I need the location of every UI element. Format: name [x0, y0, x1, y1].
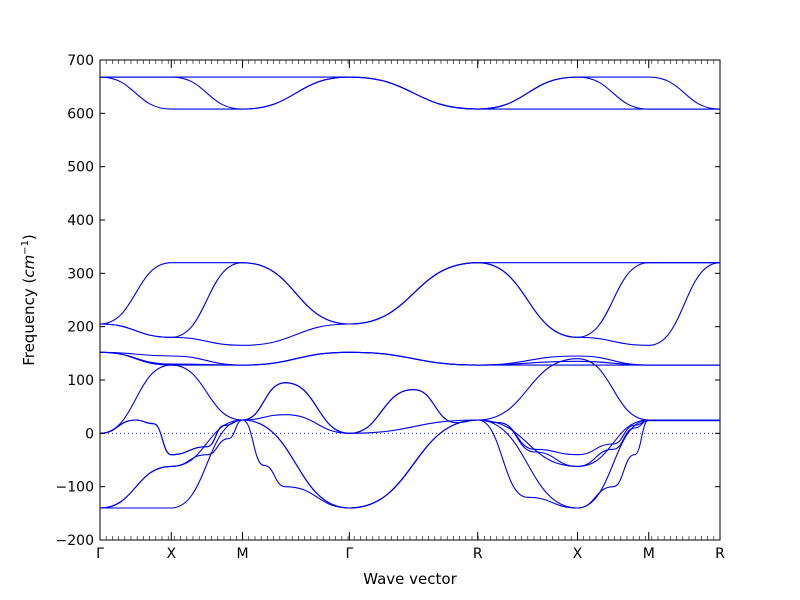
- y-tick-label: 0: [85, 426, 94, 442]
- y-tick-label: 300: [67, 266, 94, 282]
- y-tick-label: 100: [67, 373, 94, 389]
- x-tick-label: X: [166, 546, 176, 562]
- x-tick-label: M: [643, 546, 655, 562]
- y-axis-label-close: ): [20, 234, 38, 240]
- band-line-14: [100, 358, 720, 509]
- y-ticks: −200 −100 0 100 200 300 400 500 600 700: [56, 53, 720, 549]
- band-line-3: [100, 76, 720, 110]
- band-lines: [99, 76, 721, 509]
- band-line-15: [99, 414, 720, 509]
- band-line-7: [99, 351, 721, 366]
- band-line-6: [99, 262, 721, 346]
- x-tick-label: Γ: [96, 546, 104, 562]
- y-tick-label: −100: [56, 480, 94, 496]
- y-tick-label: 600: [67, 106, 94, 122]
- y-tick-label: −200: [56, 533, 94, 549]
- y-axis-label-main: Frequency (: [20, 278, 38, 366]
- band-line-9: [99, 351, 721, 366]
- band-line-12: [99, 364, 720, 509]
- y-axis-label-exp: −1: [20, 240, 31, 255]
- y-axis-label: Frequency (cm−1): [20, 234, 38, 366]
- x-tick-label: R: [473, 546, 483, 562]
- x-tick-label: M: [236, 546, 248, 562]
- band-line-5: [99, 262, 720, 338]
- y-tick-label: 400: [67, 213, 94, 229]
- y-tick-label: 500: [67, 160, 94, 176]
- y-axis-label-unit: cm: [20, 255, 38, 278]
- x-axis-label: Wave vector: [363, 570, 457, 588]
- band-line-4: [99, 262, 720, 325]
- band-line-11: [99, 382, 720, 467]
- x-tick-label: Γ: [346, 546, 354, 562]
- x-tick-label: X: [573, 546, 583, 562]
- y-tick-label: 700: [67, 53, 94, 69]
- x-tick-label: R: [715, 546, 725, 562]
- y-tick-label: 200: [67, 320, 94, 336]
- band-line-10: [99, 382, 720, 456]
